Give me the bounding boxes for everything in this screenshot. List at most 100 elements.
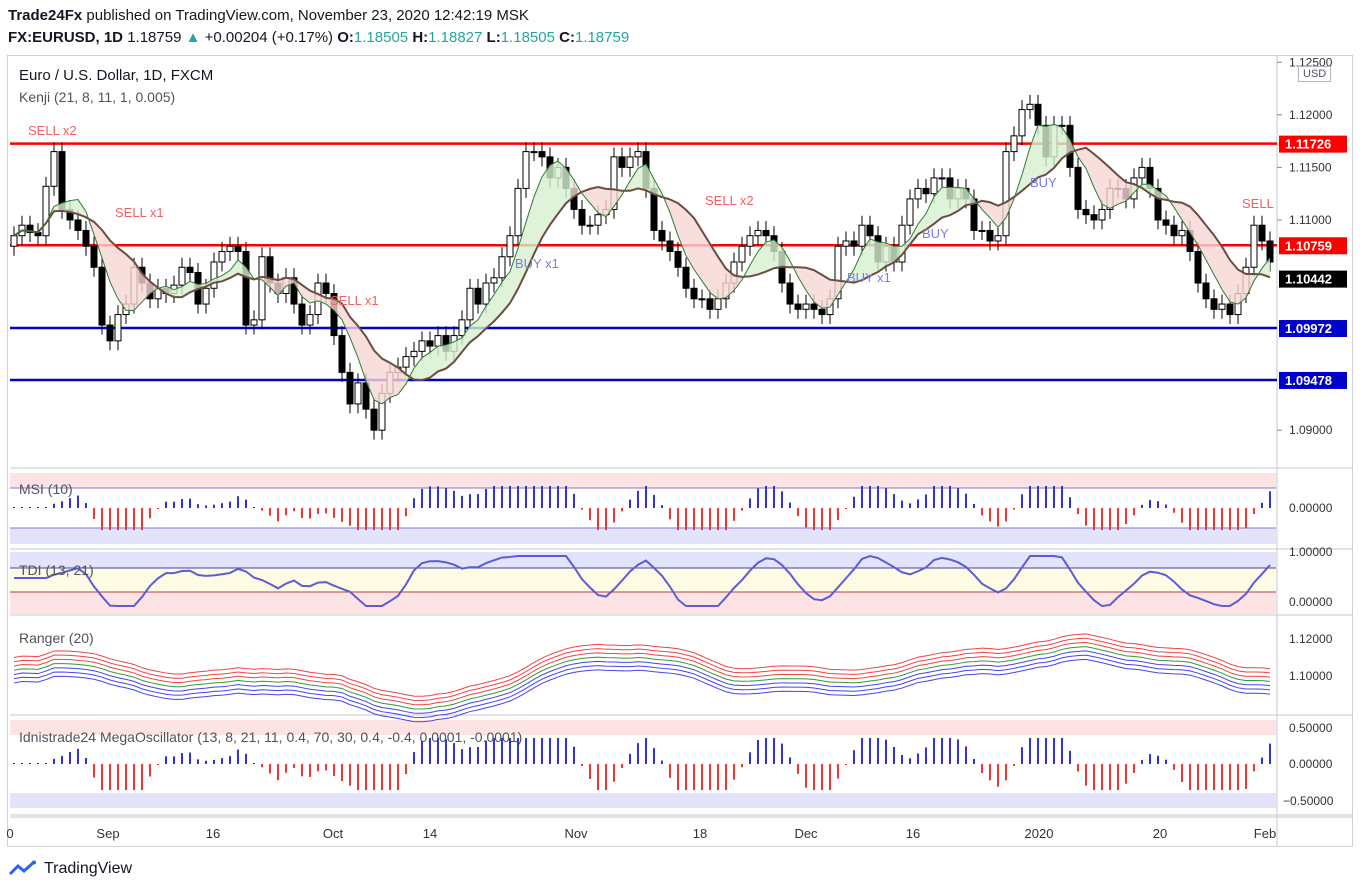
candle-body [434,335,442,347]
kenji-cloud-segment [1262,257,1270,278]
candle-body [802,303,810,310]
candle-body [506,235,514,258]
ranger-mid-line [13,646,1271,710]
tdi-line [14,554,1271,608]
signal-label: SELL x2 [28,123,77,138]
candle-body [346,371,354,405]
kenji-cloud-segment [1246,273,1254,298]
candle-body [698,298,706,301]
candle-body [186,266,194,274]
candle-body [746,235,754,247]
candle-body [1170,224,1178,237]
candle-body [1162,219,1170,226]
time-tick-label: 16 [206,826,220,841]
ranger-upper-band [13,633,1271,697]
candle-body [410,350,418,358]
kenji-cloud-segment [1078,147,1086,169]
candle-body [1010,135,1018,153]
signal-label: SELL x1 [115,205,164,220]
candle-body [26,224,34,234]
level-price-label: 1.10759 [1285,238,1332,253]
time-tick-label: 18 [693,826,707,841]
kenji-cloud-segment [774,239,782,269]
main-pane-title: Euro / U.S. Dollar, 1D, FXCM [19,67,214,84]
candle-body [858,224,866,247]
level-price-tag [1279,237,1347,255]
candle-body [106,324,114,342]
chart-frame [7,55,1353,847]
kenji-slow-line [13,146,1271,382]
kenji-cloud-segment [726,268,734,298]
level-price-tag [1279,320,1347,338]
level-price-tag [1279,135,1347,153]
kenji-cloud-segment [870,238,878,276]
footer-brand[interactable]: TradingView [8,860,132,878]
time-tick-label: Dec [794,826,818,841]
kenji-cloud-segment [70,199,78,215]
mega-upper-band [10,720,1276,735]
candle-body [474,287,482,305]
kenji-cloud-segment [118,247,126,311]
kenji-cloud-segment [62,200,70,213]
candle-body [714,298,722,310]
candle-body [866,224,874,237]
open-value: 1.18505 [353,29,409,46]
kenji-cloud-segment [806,267,814,302]
candle-body [1218,303,1226,310]
kenji-cloud-segment [1054,124,1062,168]
candle-body [218,250,226,263]
tdi-tick-label: 1.00000 [1289,545,1333,559]
kenji-cloud-segment [342,303,350,338]
kenji-cloud-segment [590,186,598,213]
candle-body [762,229,770,237]
kenji-cloud-segment [734,275,742,291]
candle-body [370,408,378,431]
candle-body [466,287,474,321]
kenji-cloud-segment [462,326,470,352]
kenji-cloud-segment [270,278,278,296]
kenji-cloud-segment [854,251,862,283]
candle-body [402,356,410,368]
kenji-indicator-title: Kenji (21, 8, 11, 1, 0.005) [19,89,176,105]
candle-body [290,277,298,305]
kenji-cloud-segment [1222,246,1230,302]
candle-body [1034,103,1042,126]
kenji-cloud-segment [422,352,430,381]
candle-body [682,266,690,289]
candle-body [786,282,794,305]
kenji-cloud-segment [110,240,118,299]
mega-tick-label: 0.00000 [1289,757,1333,771]
kenji-cloud-segment [598,186,606,217]
price-change: +0.00204 (+0.17%) [204,29,334,46]
currency-button[interactable]: USD [1298,66,1332,82]
kenji-cloud-segment [94,221,102,258]
kenji-cloud-segment [550,161,558,225]
kenji-cloud-segment [630,168,638,191]
price-tick-label: 1.11000 [1289,213,1332,227]
kenji-cloud-segment [102,229,110,282]
kenji-cloud-segment [678,203,686,256]
candle-body [250,319,258,326]
mega-tick-label: −0.50000 [1283,794,1334,808]
candle-body [594,214,602,226]
candle-body [90,245,98,268]
kenji-cloud-segment [926,196,934,230]
kenji-cloud-segment [334,298,342,320]
kenji-cloud-segment [1102,160,1110,209]
kenji-cloud-segment [430,346,438,378]
candle-body [754,229,762,237]
mega-tick-label: 0.50000 [1289,721,1333,735]
kenji-cloud-segment [350,316,358,358]
kenji-cloud-segment [614,189,622,207]
candle-body [1154,187,1162,221]
mega-lower-band [10,793,1276,808]
time-tick-label: Sep [96,826,119,841]
signal-label: SELL x2 [705,193,754,208]
candle-body [50,151,58,187]
candle-body [738,245,746,263]
time-tick-label: 16 [906,826,920,841]
kenji-cloud-segment [1238,269,1246,305]
candle-body [834,245,842,300]
kenji-cloud-segment [998,202,1006,228]
